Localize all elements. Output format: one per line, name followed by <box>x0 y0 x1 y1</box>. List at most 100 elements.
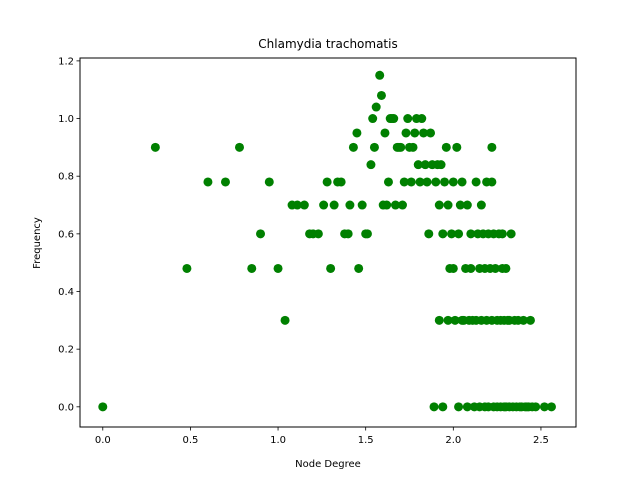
data-point <box>413 160 423 170</box>
data-point <box>98 402 108 412</box>
data-point <box>438 402 448 412</box>
data-point <box>525 315 535 325</box>
data-point <box>383 177 393 187</box>
data-point <box>454 402 464 412</box>
data-point <box>368 114 378 124</box>
data-point <box>322 177 332 187</box>
data-point <box>487 142 497 152</box>
data-point <box>490 263 500 273</box>
data-point <box>389 114 399 124</box>
data-point <box>424 229 434 239</box>
y-tick-label: 1.0 <box>58 114 74 125</box>
data-point <box>406 177 416 187</box>
data-point <box>443 200 453 210</box>
data-point <box>410 128 420 138</box>
x-tick-label: 2.5 <box>533 435 549 446</box>
data-point <box>403 114 413 124</box>
x-axis: 0.0 0.5 1.0 1.5 2.0 2.5 <box>95 427 549 446</box>
data-point <box>497 229 507 239</box>
data-point <box>447 229 457 239</box>
data-point <box>357 200 367 210</box>
data-point <box>462 200 472 210</box>
data-point <box>441 142 451 152</box>
data-point <box>431 177 441 187</box>
data-point <box>434 315 444 325</box>
data-point <box>354 263 364 273</box>
data-point <box>454 229 464 239</box>
y-tick-label: 0.2 <box>58 345 74 356</box>
data-point <box>369 142 379 152</box>
data-point <box>415 177 425 187</box>
data-point <box>390 200 400 210</box>
data-point <box>487 177 497 187</box>
data-point <box>420 160 430 170</box>
x-tick-label: 1.5 <box>358 435 374 446</box>
data-point <box>371 102 381 112</box>
data-point <box>506 229 516 239</box>
data-point <box>518 315 528 325</box>
data-point <box>345 200 355 210</box>
data-point <box>292 200 302 210</box>
data-point <box>280 315 290 325</box>
data-point <box>399 177 409 187</box>
data-point <box>450 315 460 325</box>
data-point <box>247 263 257 273</box>
x-tick-label: 0.5 <box>182 435 198 446</box>
data-point <box>362 229 372 239</box>
data-point <box>462 402 472 412</box>
data-point <box>401 128 411 138</box>
data-point <box>419 128 429 138</box>
data-point <box>452 142 462 152</box>
data-point <box>273 263 283 273</box>
data-point <box>397 200 407 210</box>
data-point <box>471 177 481 187</box>
data-point <box>476 200 486 210</box>
data-point <box>376 90 386 100</box>
data-point <box>380 128 390 138</box>
y-axis: 0.0 0.2 0.4 0.6 0.8 1.0 1.2 <box>58 56 80 413</box>
y-tick-label: 0.6 <box>58 229 74 240</box>
data-point <box>455 200 465 210</box>
y-axis-label: Frequency <box>32 217 43 269</box>
data-point <box>326 263 336 273</box>
x-tick-label: 2.0 <box>445 435 461 446</box>
data-point <box>436 160 446 170</box>
x-axis-label: Node Degree <box>295 459 361 470</box>
data-point <box>234 142 244 152</box>
data-point <box>150 142 160 152</box>
data-point <box>352 128 362 138</box>
data-point <box>220 177 230 187</box>
data-point <box>426 128 436 138</box>
data-point <box>438 229 448 239</box>
x-tick-label: 1.0 <box>270 435 286 446</box>
data-point <box>343 229 353 239</box>
data-point <box>256 229 266 239</box>
y-tick-label: 0.0 <box>58 402 74 413</box>
data-point <box>443 315 453 325</box>
data-point <box>408 142 418 152</box>
data-point <box>466 263 476 273</box>
data-point <box>501 263 511 273</box>
data-point <box>382 200 392 210</box>
data-point <box>429 402 439 412</box>
data-point <box>466 229 476 239</box>
data-point <box>264 177 274 187</box>
plot-area-frame <box>79 57 577 428</box>
y-tick-label: 0.8 <box>58 172 74 183</box>
data-points <box>98 70 556 412</box>
data-point <box>546 402 556 412</box>
data-point <box>396 142 406 152</box>
data-point <box>319 200 329 210</box>
data-point <box>434 200 444 210</box>
data-point <box>457 177 467 187</box>
data-point <box>348 142 358 152</box>
data-point <box>531 402 541 412</box>
chart-title: Chlamydia trachomatis <box>258 37 397 51</box>
data-point <box>366 160 376 170</box>
data-point <box>440 177 450 187</box>
y-tick-label: 1.2 <box>58 56 74 67</box>
x-tick-label: 0.0 <box>95 435 111 446</box>
data-point <box>417 114 427 124</box>
data-point <box>422 177 432 187</box>
